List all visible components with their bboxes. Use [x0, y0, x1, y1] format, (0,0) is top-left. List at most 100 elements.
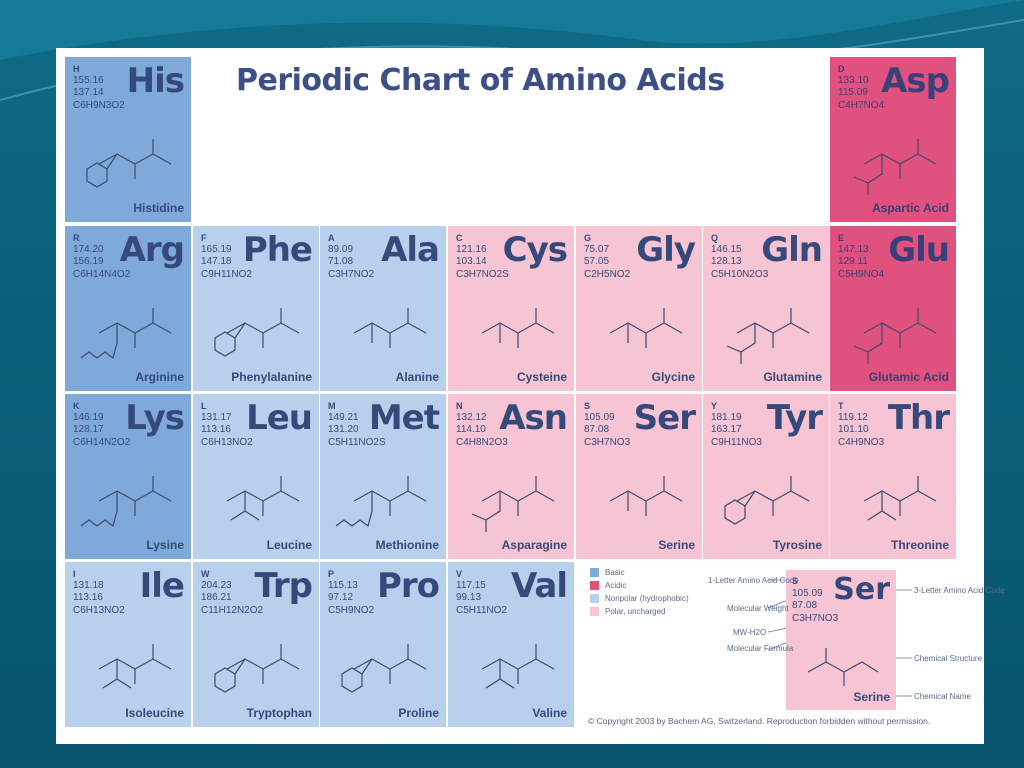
three-letter-code: Tyr	[766, 398, 823, 438]
molecular-weight-h2o: 99.13	[456, 592, 482, 603]
molecular-formula: C6H14N2O2	[73, 437, 131, 448]
molecular-formula: C4H8N2O3	[456, 437, 508, 448]
three-letter-code: Arg	[119, 230, 185, 270]
molecular-weight: 174.20	[73, 244, 104, 255]
structure-icon	[609, 308, 683, 348]
structure-icon	[353, 308, 427, 348]
amino-acid-cell-gln: Q 146.15 128.13 C5H10N2O3 Gln Glutamine	[703, 226, 829, 391]
page-title: Periodic Chart of Amino Acids	[236, 63, 725, 98]
molecular-formula: C3H7NO2	[328, 269, 375, 280]
key-leader-lines	[767, 579, 912, 697]
molecular-formula: C5H9NO2	[328, 605, 375, 616]
molecular-weight: 119.12	[838, 412, 868, 423]
amino-acid-cell-ile: I 131.18 113.16 C6H13NO2 Ile Isoleucine	[65, 562, 191, 727]
one-letter-code: W	[201, 569, 210, 579]
amino-acid-name: Phenylalanine	[231, 370, 312, 384]
molecular-weight: 132.12	[456, 412, 487, 423]
molecular-formula: C2H5NO2	[584, 269, 631, 280]
molecular-weight-h2o: 115.09	[838, 87, 868, 98]
sample-three-letter: Ser	[833, 572, 890, 607]
molecular-weight: 146.19	[73, 412, 104, 423]
molecular-weight: 89.09	[328, 244, 354, 255]
molecular-weight: 75.07	[584, 244, 610, 255]
molecular-weight-h2o: 114.10	[456, 424, 486, 435]
one-letter-code: V	[456, 569, 463, 579]
molecular-weight: 133.10	[838, 75, 869, 86]
amino-acid-cell-leu: L 131.17 113.16 C6H13NO2 Leu Leucine	[193, 394, 319, 559]
molecular-weight-h2o: 57.05	[584, 256, 610, 267]
amino-acid-name: Proline	[398, 706, 439, 720]
legend-label: Nonpolar (hydrophobic)	[605, 594, 689, 603]
molecular-weight: 147.13	[838, 244, 869, 255]
three-letter-code: Val	[510, 566, 568, 606]
sample-name: Serine	[853, 690, 890, 704]
structure-icon	[481, 308, 555, 348]
molecular-formula: C3H7NO3	[584, 437, 631, 448]
structure-icon	[335, 476, 427, 528]
structure-icon	[471, 476, 555, 532]
three-letter-code: Phe	[242, 230, 313, 270]
three-letter-code: Lys	[125, 398, 185, 438]
amino-acid-cell-phe: F 165.19 147.18 C9H11NO2 Phe Phenylalanine	[193, 226, 319, 391]
amino-acid-cell-asp: D 133.10 115.09 C4H7NO4 Asp Aspartic Acid	[830, 57, 956, 222]
amino-acid-cell-trp: W 204.23 186.21 C11H12N2O2 Trp Tryptophan	[193, 562, 319, 727]
one-letter-code: H	[73, 64, 80, 74]
amino-acid-name: Lysine	[146, 538, 184, 552]
amino-acid-name: Arginine	[135, 370, 184, 384]
molecular-weight: 149.21	[328, 412, 359, 423]
amino-acid-cell-ser: S 105.09 87.08 C3H7NO3 Ser Serine	[576, 394, 702, 559]
structure-icon	[214, 644, 300, 693]
molecular-weight: 165.19	[201, 244, 232, 255]
molecular-formula: C6H14N4O2	[73, 269, 131, 280]
molecular-weight-h2o: 113.16	[73, 592, 103, 603]
structure-icon	[863, 476, 937, 521]
molecular-weight: 117.15	[456, 580, 486, 591]
amino-acid-cell-ala: A 89.09 71.08 C3H7NO2 Ala Alanine	[320, 226, 446, 391]
legend-swatch	[590, 581, 599, 590]
molecular-formula: C6H13NO2	[73, 605, 125, 616]
amino-acid-cell-his: H 155.16 137.14 C6H9N3O2 His Histidine	[65, 57, 191, 222]
amino-acid-cell-cys: C 121.16 103.14 C3H7NO2S Cys Cysteine	[448, 226, 574, 391]
structure-icon	[80, 308, 172, 360]
legend-swatch	[590, 568, 599, 577]
molecular-weight-h2o: 163.17	[711, 424, 742, 435]
three-letter-code: Ala	[381, 230, 440, 270]
one-letter-code: N	[456, 401, 463, 411]
one-letter-code: A	[328, 233, 335, 243]
molecular-weight: 115.13	[328, 580, 358, 591]
structure-icon	[86, 139, 172, 188]
molecular-formula: C5H9NO4	[838, 269, 885, 280]
molecular-formula: C5H10N2O3	[711, 269, 769, 280]
three-letter-code: Met	[368, 398, 440, 438]
amino-acid-cell-lys: K 146.19 128.17 C6H14N2O2 Lys Lysine	[65, 394, 191, 559]
molecular-weight-h2o: 128.13	[711, 256, 742, 267]
molecular-weight: 131.17	[201, 412, 232, 423]
molecular-weight-h2o: 131.20	[328, 424, 359, 435]
molecular-weight: 204.23	[201, 580, 232, 591]
one-letter-code: T	[838, 401, 844, 411]
amino-acid-cell-met: M 149.21 131.20 C5H11NO2S Met Methionine	[320, 394, 446, 559]
molecular-weight: 181.19	[711, 412, 742, 423]
one-letter-code: P	[328, 569, 335, 579]
molecular-weight: 146.15	[711, 244, 742, 255]
amino-acid-name: Serine	[658, 538, 695, 552]
structure-icon	[726, 308, 810, 364]
amino-acid-cell-asn: N 132.12 114.10 C4H8N2O3 Asn Asparagine	[448, 394, 574, 559]
amino-acid-name: Isoleucine	[125, 706, 184, 720]
three-letter-code: Asp	[881, 61, 950, 101]
one-letter-code: M	[328, 401, 336, 411]
molecular-weight: 105.09	[584, 412, 615, 423]
amino-acid-name: Leucine	[266, 538, 312, 552]
three-letter-code: Thr	[887, 398, 950, 438]
molecular-weight-h2o: 101.10	[838, 424, 869, 435]
amino-acid-name: Histidine	[133, 201, 184, 215]
molecular-formula: C5H11NO2	[456, 605, 507, 616]
key-molecular-weight-label: Molecular Weight	[727, 604, 789, 613]
three-letter-code: Cys	[502, 230, 568, 270]
molecular-weight: 155.16	[73, 75, 104, 86]
structure-icon	[80, 476, 172, 528]
one-letter-code: R	[73, 233, 80, 243]
molecular-weight-h2o: 137.14	[73, 87, 104, 98]
three-letter-code: Asn	[499, 398, 568, 438]
molecular-weight: 121.16	[456, 244, 487, 255]
